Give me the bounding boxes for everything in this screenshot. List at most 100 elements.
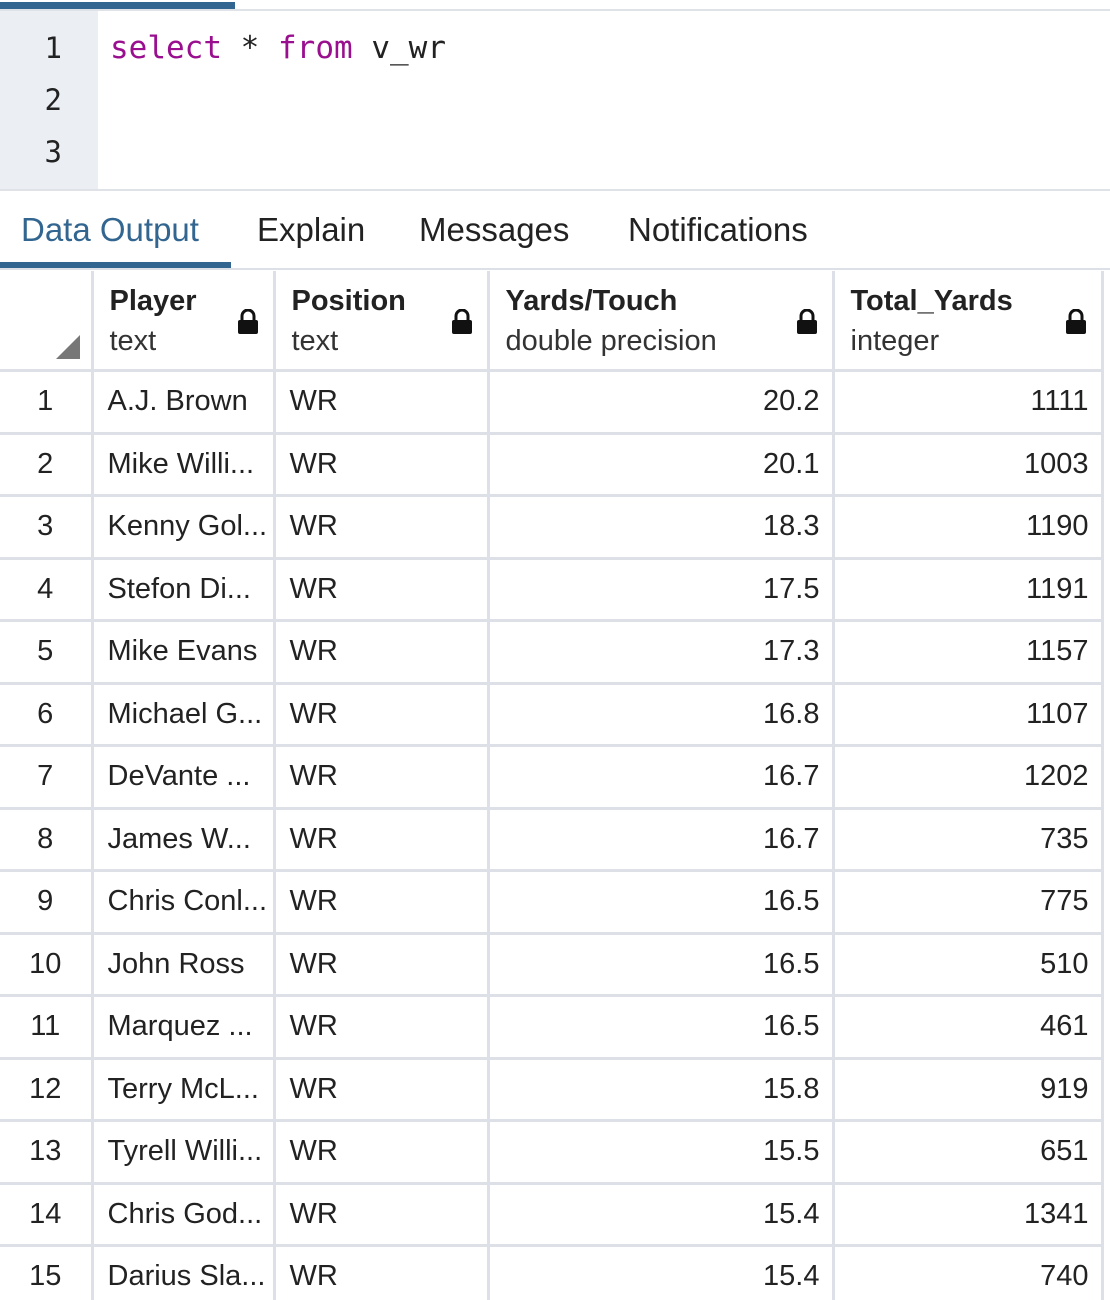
cell-position[interactable]: WR — [274, 620, 490, 685]
row-number[interactable]: 7 — [0, 745, 94, 810]
table-row[interactable]: 10 John Ross WR 16.5 510 — [0, 933, 1104, 997]
cell-yards-touch[interactable]: 17.5 — [488, 558, 835, 622]
cell-total-yards[interactable]: 1341 — [833, 1183, 1104, 1247]
table-row[interactable]: 11 Marquez ... WR 16.5 461 — [0, 995, 1104, 1060]
cell-position[interactable]: WR — [274, 933, 490, 997]
row-number[interactable]: 6 — [0, 683, 94, 747]
cell-position[interactable]: WR — [274, 745, 490, 810]
cell-player[interactable]: DeVante ... — [92, 745, 276, 810]
cell-position[interactable]: WR — [274, 1058, 490, 1122]
cell-player[interactable]: A.J. Brown — [92, 370, 276, 435]
cell-player[interactable]: Chris Conl... — [92, 870, 276, 935]
cell-player[interactable]: Darius Sla... — [92, 1245, 276, 1300]
cell-yards-touch[interactable]: 15.4 — [488, 1245, 835, 1300]
tab-data-output[interactable]: Data Output — [21, 211, 199, 248]
cell-yards-touch[interactable]: 15.5 — [488, 1120, 835, 1185]
cell-position[interactable]: WR — [274, 558, 490, 622]
query-editor[interactable]: 1 2 3 select * from v_wr — [0, 0, 1110, 191]
tab-explain[interactable]: Explain — [257, 211, 366, 248]
table-row[interactable]: 8 James W... WR 16.7 735 — [0, 808, 1104, 872]
row-number[interactable]: 2 — [0, 433, 94, 497]
cell-total-yards[interactable]: 1202 — [833, 745, 1104, 810]
row-number[interactable]: 14 — [0, 1183, 94, 1247]
cell-player[interactable]: John Ross — [92, 933, 276, 997]
cell-yards-touch[interactable]: 16.7 — [488, 745, 835, 810]
cell-total-yards[interactable]: 735 — [833, 808, 1104, 872]
cell-position[interactable]: WR — [274, 870, 490, 935]
table-row[interactable]: 2 Mike Willi... WR 20.1 1003 — [0, 433, 1104, 497]
table-row[interactable]: 12 Terry McL... WR 15.8 919 — [0, 1058, 1104, 1122]
cell-yards-touch[interactable]: 20.1 — [488, 433, 835, 497]
tab-messages[interactable]: Messages — [419, 211, 570, 248]
cell-yards-touch[interactable]: 15.8 — [488, 1058, 835, 1122]
row-number[interactable]: 11 — [0, 995, 94, 1060]
cell-position[interactable]: WR — [274, 1245, 490, 1300]
cell-player[interactable]: James W... — [92, 808, 276, 872]
cell-yards-touch[interactable]: 16.5 — [488, 995, 835, 1060]
cell-total-yards[interactable]: 1111 — [833, 370, 1104, 435]
cell-player[interactable]: Mike Willi... — [92, 433, 276, 497]
cell-total-yards[interactable]: 1157 — [833, 620, 1104, 685]
table-row[interactable]: 13 Tyrell Willi... WR 15.5 651 — [0, 1120, 1104, 1185]
tab-notifications[interactable]: Notifications — [628, 211, 808, 248]
cell-player[interactable]: Kenny Gol... — [92, 495, 276, 560]
cell-player[interactable]: Terry McL... — [92, 1058, 276, 1122]
cell-total-yards[interactable]: 651 — [833, 1120, 1104, 1185]
row-number[interactable]: 15 — [0, 1245, 94, 1300]
cell-total-yards[interactable]: 1190 — [833, 495, 1104, 560]
row-number[interactable]: 4 — [0, 558, 94, 622]
cell-yards-touch[interactable]: 17.3 — [488, 620, 835, 685]
select-all-cell[interactable] — [0, 271, 94, 372]
code-line-1[interactable]: select * from v_wr — [110, 30, 446, 66]
cell-position[interactable]: WR — [274, 370, 490, 435]
table-row[interactable]: 6 Michael G... WR 16.8 1107 — [0, 683, 1104, 747]
table-row[interactable]: 15 Darius Sla... WR 15.4 740 — [0, 1245, 1104, 1300]
row-number[interactable]: 9 — [0, 870, 94, 935]
cell-total-yards[interactable]: 1191 — [833, 558, 1104, 622]
cell-total-yards[interactable]: 775 — [833, 870, 1104, 935]
cell-yards-touch[interactable]: 16.5 — [488, 933, 835, 997]
cell-total-yards[interactable]: 740 — [833, 1245, 1104, 1300]
column-header-position[interactable]: Position text — [274, 271, 490, 372]
table-row[interactable]: 5 Mike Evans WR 17.3 1157 — [0, 620, 1104, 685]
cell-player[interactable]: Marquez ... — [92, 995, 276, 1060]
table-row[interactable]: 7 DeVante ... WR 16.7 1202 — [0, 745, 1104, 810]
cell-player[interactable]: Michael G... — [92, 683, 276, 747]
cell-total-yards[interactable]: 919 — [833, 1058, 1104, 1122]
table-row[interactable]: 1 A.J. Brown WR 20.2 1111 — [0, 370, 1104, 435]
cell-yards-touch[interactable]: 16.5 — [488, 870, 835, 935]
table-row[interactable]: 4 Stefon Di... WR 17.5 1191 — [0, 558, 1104, 622]
row-number[interactable]: 8 — [0, 808, 94, 872]
cell-player[interactable]: Tyrell Willi... — [92, 1120, 276, 1185]
cell-position[interactable]: WR — [274, 1120, 490, 1185]
cell-position[interactable]: WR — [274, 495, 490, 560]
cell-total-yards[interactable]: 510 — [833, 933, 1104, 997]
cell-total-yards[interactable]: 1107 — [833, 683, 1104, 747]
row-number[interactable]: 1 — [0, 370, 94, 435]
row-number[interactable]: 13 — [0, 1120, 94, 1185]
cell-yards-touch[interactable]: 20.2 — [488, 370, 835, 435]
cell-yards-touch[interactable]: 18.3 — [488, 495, 835, 560]
cell-total-yards[interactable]: 1003 — [833, 433, 1104, 497]
column-header-yards-touch[interactable]: Yards/Touch double precision — [488, 271, 835, 372]
column-header-player[interactable]: Player text — [92, 271, 276, 372]
cell-position[interactable]: WR — [274, 1183, 490, 1247]
row-number[interactable]: 3 — [0, 495, 94, 560]
cell-position[interactable]: WR — [274, 683, 490, 747]
table-row[interactable]: 14 Chris God... WR 15.4 1341 — [0, 1183, 1104, 1247]
cell-player[interactable]: Chris God... — [92, 1183, 276, 1247]
row-number[interactable]: 12 — [0, 1058, 94, 1122]
cell-player[interactable]: Mike Evans — [92, 620, 276, 685]
cell-position[interactable]: WR — [274, 808, 490, 872]
cell-position[interactable]: WR — [274, 433, 490, 497]
cell-yards-touch[interactable]: 16.8 — [488, 683, 835, 747]
cell-position[interactable]: WR — [274, 995, 490, 1060]
data-grid[interactable]: Player text Position text Yards/Touch do… — [0, 271, 1110, 1300]
cell-total-yards[interactable]: 461 — [833, 995, 1104, 1060]
cell-yards-touch[interactable]: 15.4 — [488, 1183, 835, 1247]
column-header-total-yards[interactable]: Total_Yards integer — [833, 271, 1104, 372]
cell-player[interactable]: Stefon Di... — [92, 558, 276, 622]
cell-yards-touch[interactable]: 16.7 — [488, 808, 835, 872]
row-number[interactable]: 10 — [0, 933, 94, 997]
row-number[interactable]: 5 — [0, 620, 94, 685]
